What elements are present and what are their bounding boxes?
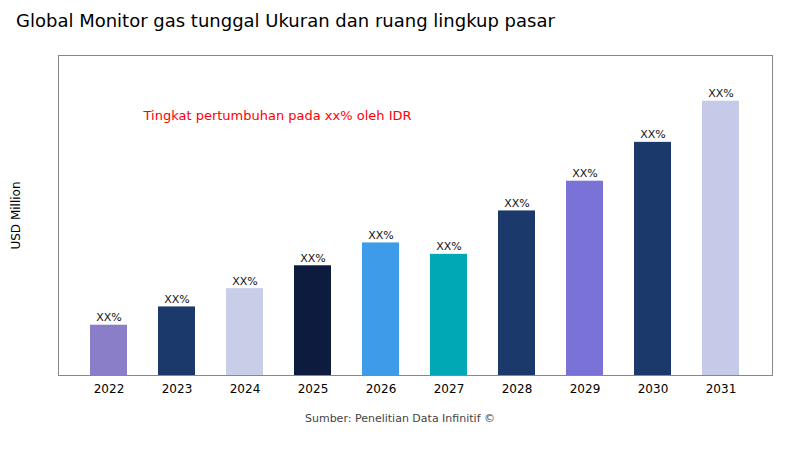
svg-text:XX%: XX% [572,167,598,180]
svg-text:2023: 2023 [162,382,193,396]
svg-text:XX%: XX% [640,128,666,141]
svg-text:2026: 2026 [366,382,397,396]
svg-text:XX%: XX% [300,252,326,265]
svg-text:XX%: XX% [436,240,462,253]
svg-text:XX%: XX% [96,311,122,324]
svg-text:XX%: XX% [368,229,394,242]
svg-text:Tingkat pertumbuhan pada xx% o: Tingkat pertumbuhan pada xx% oleh IDR [143,108,412,123]
svg-text:XX%: XX% [708,87,734,100]
svg-text:2030: 2030 [638,382,669,396]
svg-text:2024: 2024 [230,382,261,396]
svg-text:2025: 2025 [298,382,329,396]
svg-text:2029: 2029 [570,382,601,396]
svg-text:XX%: XX% [504,197,530,210]
svg-text:XX%: XX% [164,293,190,306]
svg-text:XX%: XX% [232,275,258,288]
svg-text:USD Million: USD Million [9,181,23,249]
html-text:Sumber: Penelitian Data Infini: Sumber: Penelitian Data Infinitif © [305,412,495,425]
html-text:Global Monitor gas tunggal Uku: Global Monitor gas tunggal Ukuran dan ru… [16,10,555,31]
svg-text:2031: 2031 [706,382,737,396]
svg-text:2028: 2028 [502,382,533,396]
svg-text:2022: 2022 [94,382,125,396]
svg-text:2027: 2027 [434,382,465,396]
